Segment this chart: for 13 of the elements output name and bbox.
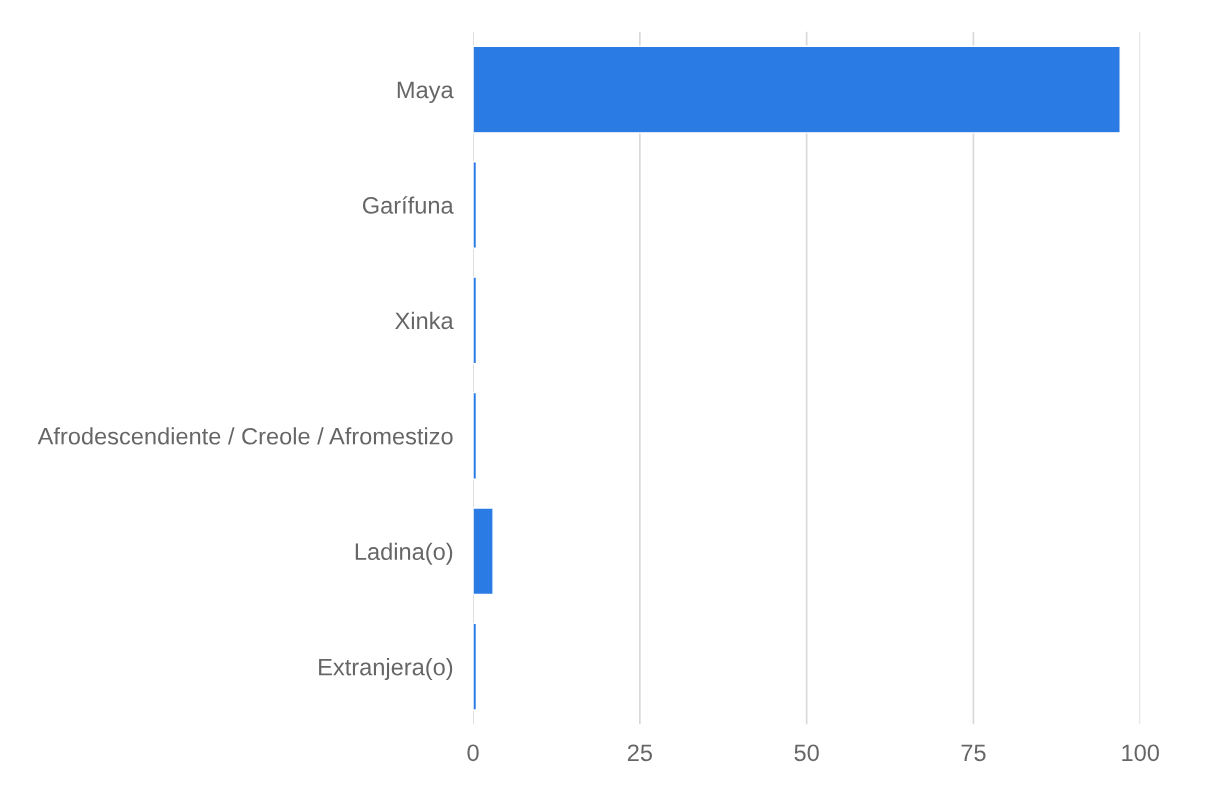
y-tick-label: Garífuna (362, 196, 454, 214)
y-tick-label: Xinka (395, 311, 454, 330)
y-tick-label: Extranjera(o) (319, 658, 453, 681)
bar (473, 507, 494, 596)
x-tick-label: 0 (467, 744, 479, 762)
x-tick-label: 75 (961, 744, 986, 762)
x-tick-label: 100 (1122, 744, 1159, 762)
y-tick-label: Ladina(o) (355, 542, 453, 565)
x-tick-label: 50 (794, 744, 819, 762)
y-tick-label: Maya (397, 81, 454, 103)
y-tick-label: Afrodescendiente / Creole / Afromestizo (37, 427, 453, 445)
x-tick-label: 25 (627, 744, 652, 762)
bar (473, 45, 1121, 134)
